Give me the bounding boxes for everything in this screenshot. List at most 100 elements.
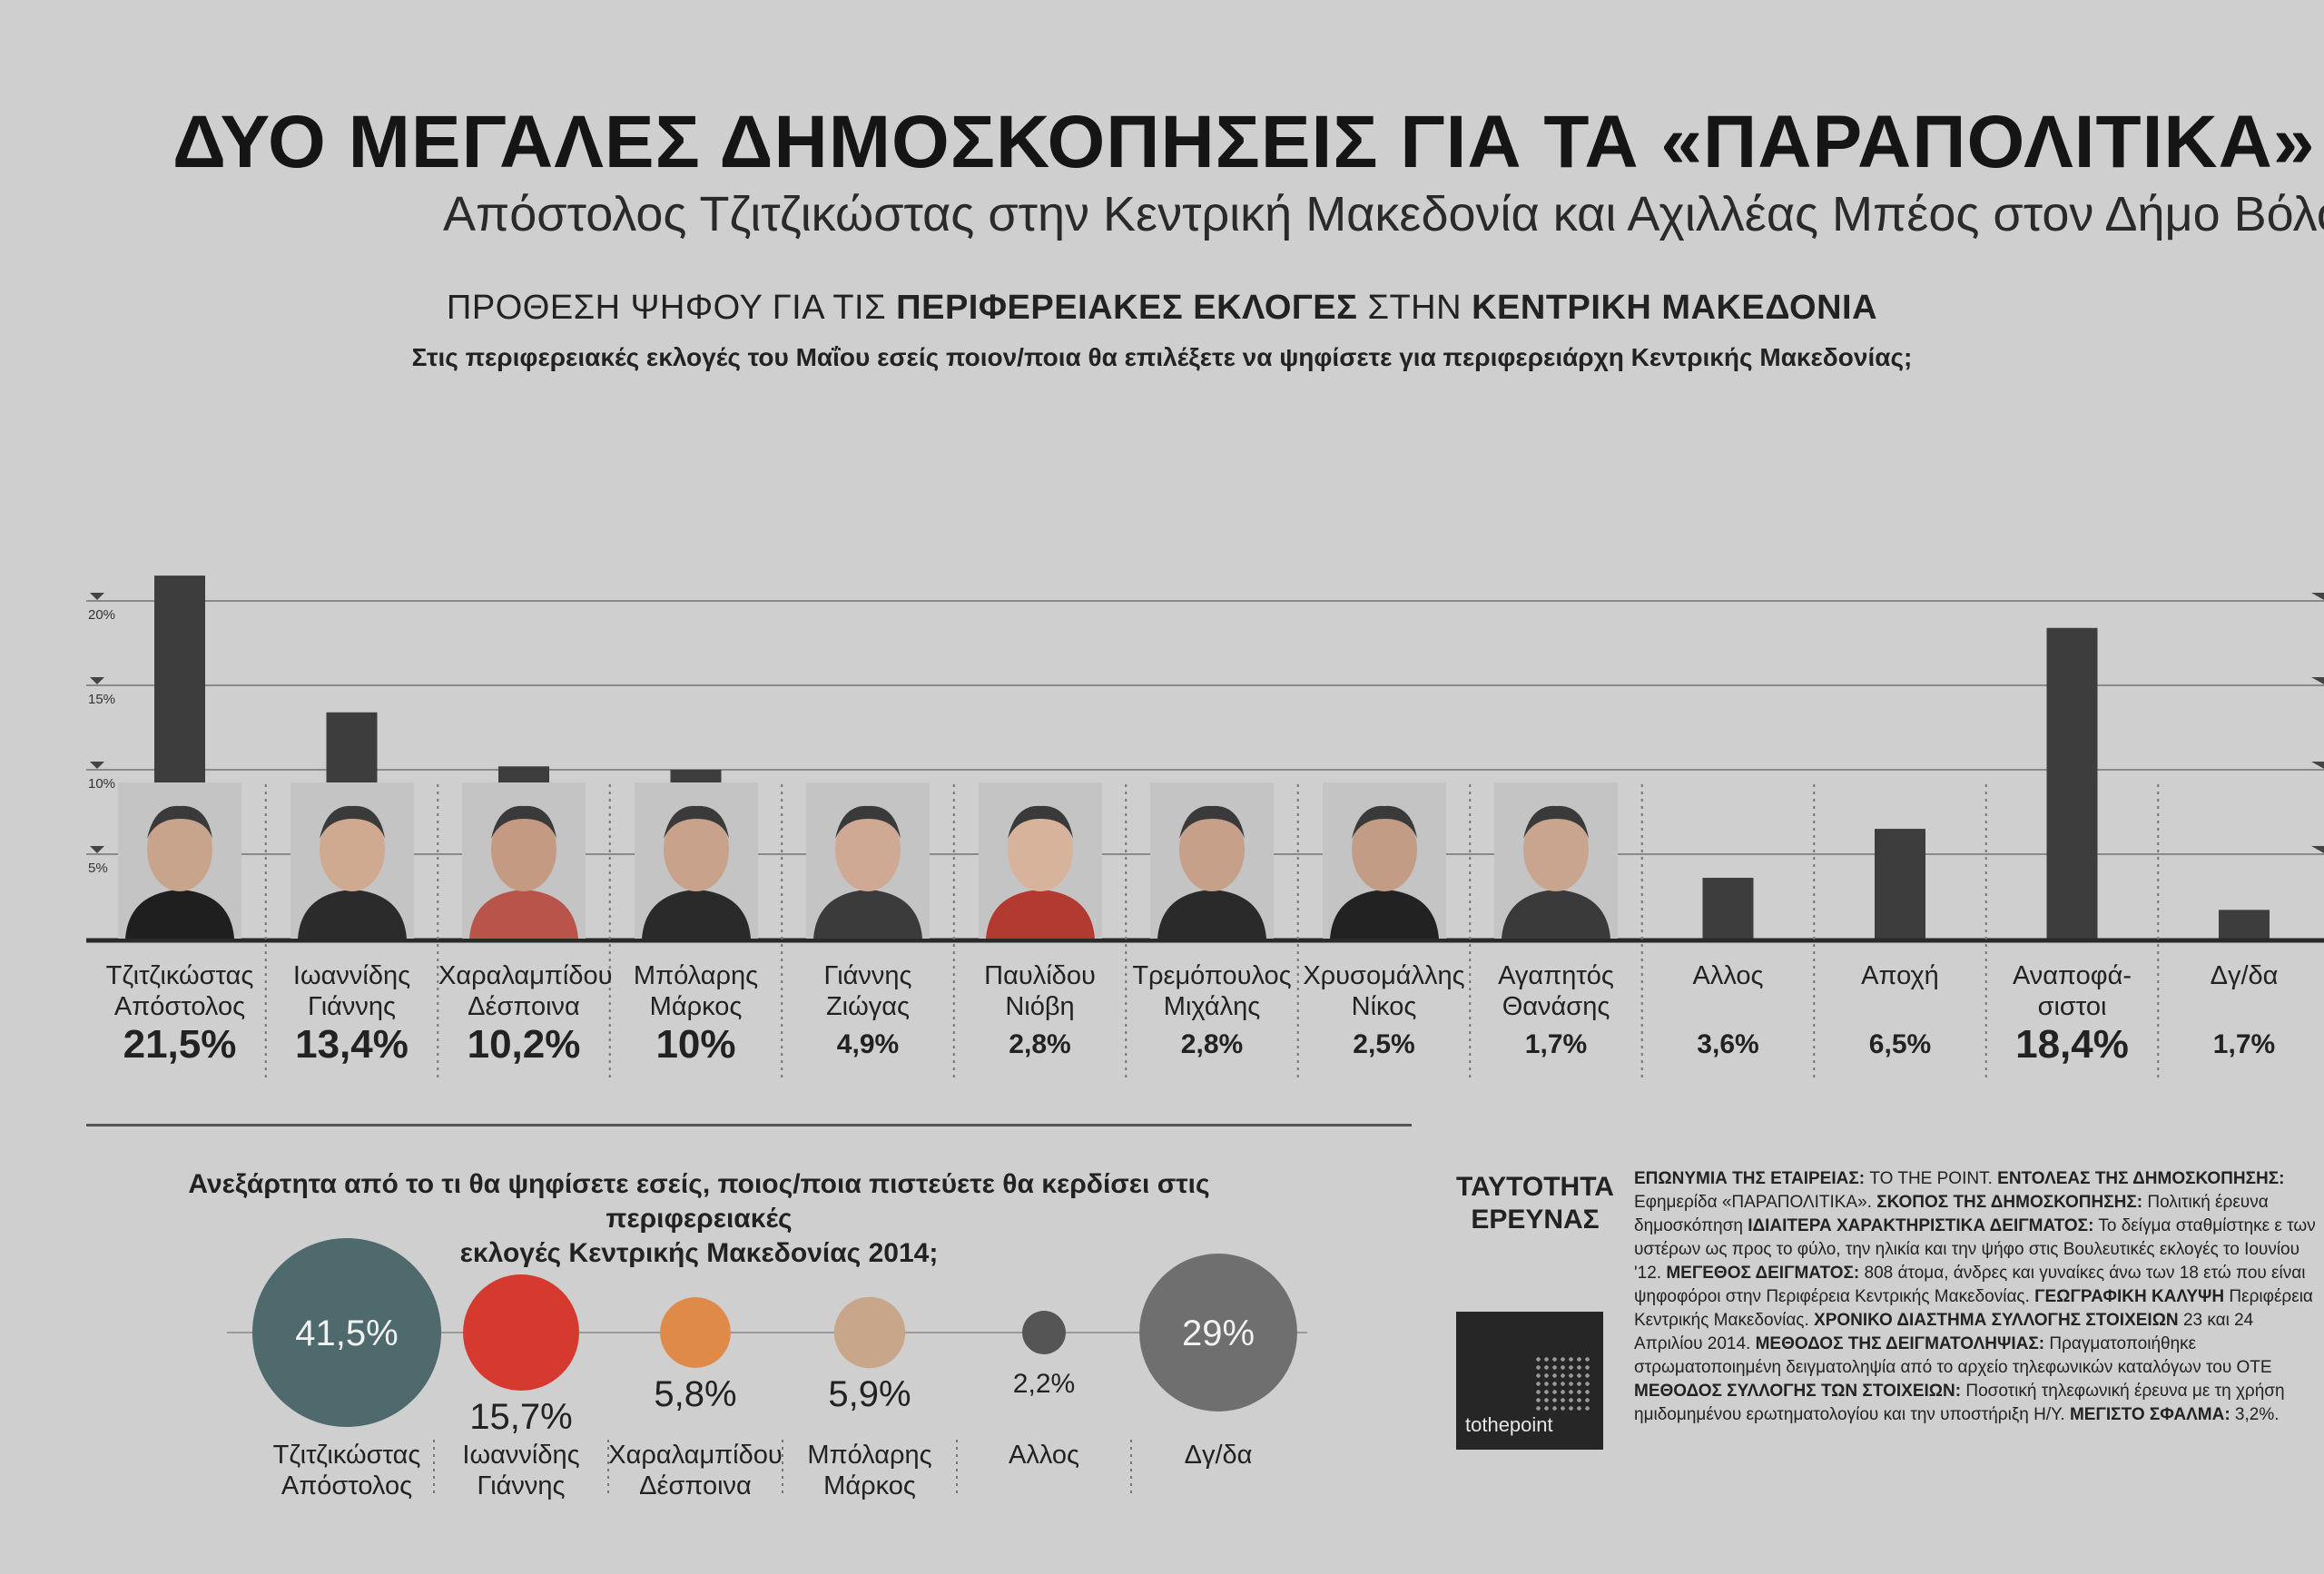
bubble-name-line1: Αλλος xyxy=(1008,1441,1079,1470)
identity-collection: Ποσοτική τηλεφωνική έρευνα με τη χρήση η… xyxy=(1634,1382,2285,1424)
bubble-name-line1: Δγ/δα xyxy=(1184,1441,1253,1470)
candidate-label-0: Τζιτζικώστας Απόστολος 21,5% xyxy=(94,960,265,1067)
pollster-logo: tothepoint xyxy=(1456,1312,1603,1450)
candidate-label-2: Χαραλαμπίδου Δέσποινα 10,2% xyxy=(438,960,613,1067)
bubble-value-label: 2,2% xyxy=(1013,1369,1075,1399)
photo-face xyxy=(1523,808,1589,891)
bar-9 xyxy=(1702,878,1754,939)
tick-marker-right-10 xyxy=(2311,762,2324,769)
bubble-name-line2: Απόστολος xyxy=(281,1471,413,1500)
candidate-name-line2: Δέσποινα xyxy=(468,992,580,1021)
candidate-label-9: Αλλος 3,6% xyxy=(1643,960,1814,1060)
headline: ΔΥΟ ΜΕΓΑΛΕΣ ΔΗΜΟΣΚΟΠΗΣΕΙΣ ΓΙΑ ΤΑ «ΠΑΡΑΠΟ… xyxy=(172,101,2324,183)
candidate-label-1: Ιωαννίδης Γιάννης 13,4% xyxy=(267,960,438,1067)
candidate-name: Ιωαννίδης Γιάννης xyxy=(267,960,438,1022)
candidate-label-4: Γιάννης Ζιώγας 4,9% xyxy=(783,960,953,1060)
tick-marker-right-20 xyxy=(2311,593,2324,600)
photo-face xyxy=(1179,808,1245,891)
candidate-name: Χρυσομάλλης Νίκος xyxy=(1299,960,1470,1022)
chart-question: Στις περιφερειακές εκλογές του Μαΐου εσε… xyxy=(411,343,1913,371)
bubble-name-line2: Γιάννης xyxy=(477,1471,566,1500)
identity-text: ΕΠΩΝΥΜΙΑ ΤΗΣ ΕΤΑΙΡΕΙΑΣ: TO THE POINT. ΕΝ… xyxy=(1634,1167,2324,1503)
candidate-label-11: Αναποφά-σιστοι 18,4% xyxy=(1987,960,2158,1067)
photo-shoulders xyxy=(297,890,407,939)
candidate-label-8: Αγαπητός Θανάσης 1,7% xyxy=(1471,960,1641,1060)
tick-marker-right-5 xyxy=(2311,846,2324,853)
candidate-name: Χαραλαμπίδου Δέσποινα xyxy=(438,960,613,1022)
chart-heading-part3: ΣΤΗΝ xyxy=(1357,289,1472,327)
candidate-percentage: 10,2% xyxy=(467,1022,581,1067)
candidate-name-line1: Αγαπητός xyxy=(1498,961,1614,990)
candidate-name-line2: σιστοι xyxy=(2037,992,2107,1021)
identity-client-label: ΕΝΤΟΛΕΑΣ ΤΗΣ ΔΗΜΟΣΚΟΠΗΣΗΣ: xyxy=(1997,1169,2285,1188)
candidate-name-line1: Τρεμόπουλος xyxy=(1132,961,1292,990)
bubble-question-line1: Ανεξάρτητα από το τι θα ψηφίσετε εσείς, … xyxy=(188,1169,1210,1234)
candidate-photo-1 xyxy=(290,782,414,939)
candidate-percentage: 1,7% xyxy=(1524,1029,1588,1059)
identity-sampling-label: ΜΕΘΟΔΟΣ ΤΗΣ ΔΕΙΓΜΑΤΟΛΗΨΙΑΣ: xyxy=(1755,1334,2045,1353)
candidate-name-line1: Ιωαννίδης xyxy=(292,961,411,990)
logo-text: tothepoint xyxy=(1465,1413,1553,1436)
bar-10 xyxy=(1875,829,1925,939)
chart-heading-part1: ΠΡΟΘΕΣΗ ΨΗΦΟΥ ΓΙΑ ΤΙΣ xyxy=(446,289,897,327)
candidate-name-line1: Δγ/δα xyxy=(2210,961,2279,990)
candidate-name-line2: Ζιώγας xyxy=(825,992,911,1021)
identity-period-label: ΧΡΟΝΙΚΟ ΔΙΑΣΤΗΜΑ ΣΥΛΛΟΓΗΣ ΣΤΟΙΧΕΙΩΝ xyxy=(1814,1311,2179,1330)
candidate-name-line2: Νιόβη xyxy=(1005,992,1075,1021)
photo-hair xyxy=(319,805,385,839)
bubble-name-3: Μπόλαρης Μάρκος xyxy=(779,1440,960,1501)
photo-hair xyxy=(663,805,729,839)
bubble-1 xyxy=(463,1274,579,1391)
bubble-2 xyxy=(660,1297,731,1368)
identity-error-label: ΜΕΓΙΣΤΟ ΣΦΑΛΜΑ: xyxy=(2069,1405,2230,1424)
candidate-name: Παυλίδου Νιόβη xyxy=(955,960,1126,1022)
candidate-name-line1: Αναποφά- xyxy=(2012,961,2132,990)
tick-marker-left-15 xyxy=(90,677,104,684)
identity-client: Εφημερίδα «ΠΑΡΑΠΟΛΙΤΙΚΑ». xyxy=(1634,1193,1877,1212)
identity-purpose-label: ΣΚΟΠΟΣ ΤΗΣ ΔΗΜΟΣΚΟΠΗΣΗΣ: xyxy=(1876,1193,2143,1212)
photo-hair xyxy=(1351,805,1417,839)
chart-heading: ΠΡΟΘΕΣΗ ΨΗΦΟΥ ΓΙΑ ΤΙΣ ΠΕΡΙΦΕΡΕΙΑΚΕΣ ΕΚΛΟ… xyxy=(0,289,2324,328)
bubble-name-line1: Χαραλαμπίδου xyxy=(608,1441,783,1470)
candidate-name-line1: Τζιτζικώστας xyxy=(105,961,254,990)
tick-marker-left-5 xyxy=(90,846,104,853)
candidate-name-line1: Χαραλαμπίδου xyxy=(438,961,613,990)
candidate-name-line1: Γιάννης xyxy=(823,961,912,990)
candidate-percentage: 2,8% xyxy=(1009,1029,1071,1059)
photo-shoulders xyxy=(813,890,922,939)
photo-face xyxy=(319,808,385,891)
bubble-value-label: 5,9% xyxy=(828,1374,911,1414)
candidate-percentage: 6,5% xyxy=(1868,1029,1932,1059)
photo-face xyxy=(1351,808,1417,891)
photo-face xyxy=(491,808,556,891)
bubble-value-label: 5,8% xyxy=(654,1374,736,1414)
identity-collection-label: ΜΕΘΟΔΟΣ ΣΥΛΛΟΓΗΣ ΤΩΝ ΣΤΟΙΧΕΙΩΝ: xyxy=(1634,1382,1962,1401)
bubble-5 xyxy=(1139,1254,1297,1412)
photo-shoulders xyxy=(641,890,751,939)
identity-coverage: Περιφέρεια Κεντρικής Μακεδονίας. xyxy=(1634,1287,2313,1330)
chart-heading-part2: ΠΕΡΙΦΕΡΕΙΑΚΕΣ ΕΚΛΟΓΕΣ xyxy=(896,289,1358,327)
identity-purpose: Πολιτική έρευνα δημοσκόπηση xyxy=(1634,1193,2269,1235)
identity-sample-traits-label: ΙΔΙΑΙΤΕΡΑ ΧΑΡΑΚΤΗΡΙΣΤΙΚΑ ΔΕΙΓΜΑΤΟΣ: xyxy=(1748,1216,2094,1235)
y-tick-label: 10% xyxy=(88,776,115,792)
candidate-name: Αποχή xyxy=(1815,960,1985,1022)
candidate-percentage: 2,5% xyxy=(1353,1029,1415,1059)
bar-11 xyxy=(2046,627,2098,939)
bubble-name-line1: Τζιτζικώστας xyxy=(272,1441,421,1470)
identity-title: ΤΑΥΤΟΤΗΤΑ ΕΡΕΥΝΑΣ xyxy=(1449,1171,1621,1236)
photo-shoulders xyxy=(985,890,1095,939)
bubble-name-line2: Δέσποινα xyxy=(639,1471,752,1500)
candidate-percentage: 18,4% xyxy=(2015,1022,2129,1067)
bubble-name-5: Δγ/δα xyxy=(1128,1440,1309,1471)
candidate-percentage: 21,5% xyxy=(123,1022,237,1067)
candidate-name-line2: Μιχάλης xyxy=(1163,992,1261,1021)
bubble-name-4: Αλλος xyxy=(953,1440,1135,1471)
candidate-name-line1: Παυλίδου xyxy=(984,961,1096,990)
chart-heading-part4: ΚΕΝΤΡΙΚΗ ΜΑΚΕΔΟΝΙΑ xyxy=(1472,289,1878,327)
bubble-question-line2: εκλογές Κεντρικής Μακεδονίας 2014; xyxy=(459,1238,939,1268)
bubble-name-0: Τζιτζικώστας Απόστολος xyxy=(256,1440,438,1501)
candidate-name-line2: Νίκος xyxy=(1351,992,1417,1021)
candidate-name-line1: Χρυσομάλλης xyxy=(1303,961,1465,990)
